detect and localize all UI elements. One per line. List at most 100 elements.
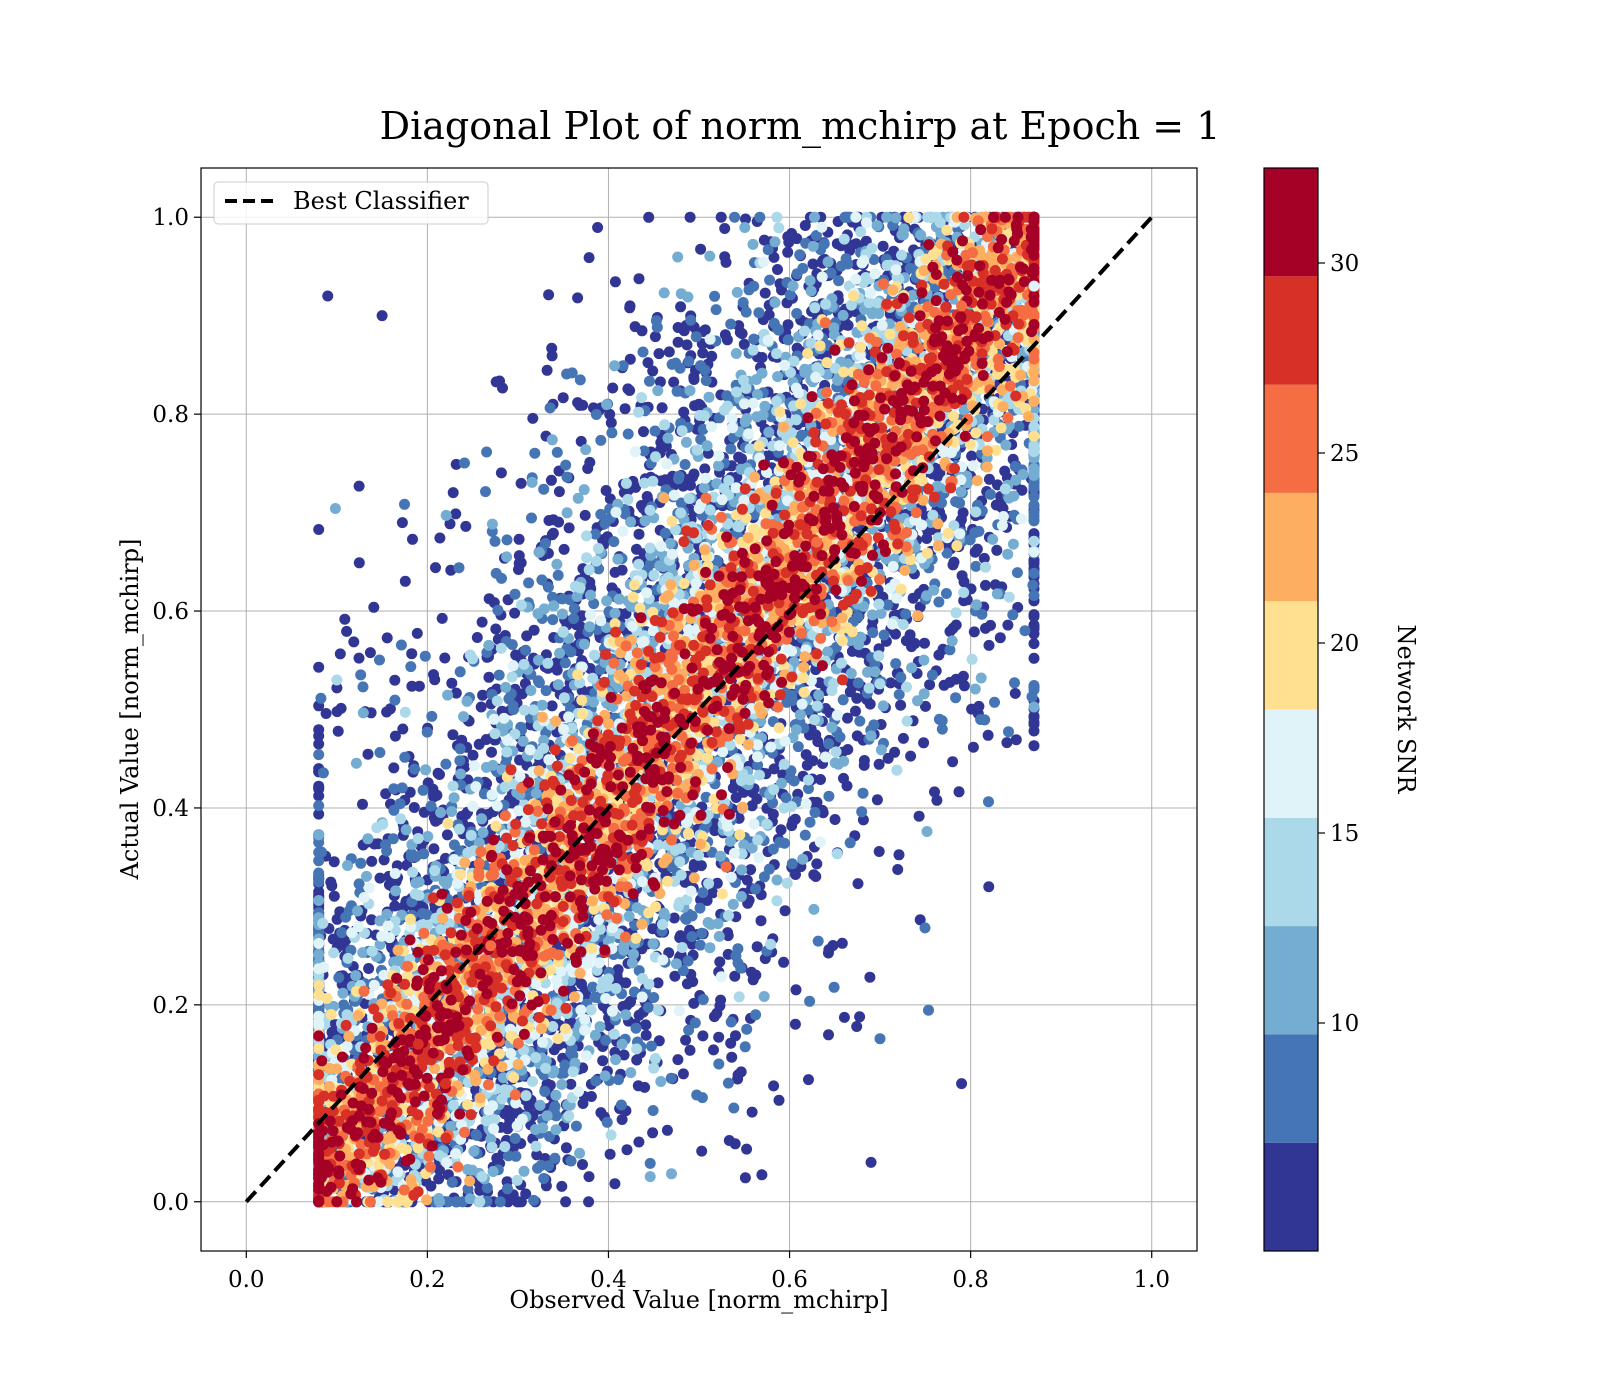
scatter-point bbox=[454, 666, 466, 678]
scatter-point bbox=[325, 876, 337, 888]
scatter-point bbox=[570, 1120, 582, 1132]
scatter-point bbox=[419, 650, 431, 662]
scatter-point bbox=[1028, 725, 1040, 737]
scatter-point bbox=[897, 732, 909, 744]
scatter-point bbox=[513, 533, 525, 545]
scatter-point bbox=[991, 544, 1003, 556]
scatter-point bbox=[460, 520, 472, 532]
scatter-point bbox=[489, 535, 501, 547]
scatter-point bbox=[983, 639, 995, 651]
scatter-point bbox=[852, 878, 864, 890]
scatter-point bbox=[633, 528, 645, 540]
scatter-point bbox=[538, 483, 550, 495]
scatter-point bbox=[944, 676, 956, 688]
scatter-point bbox=[633, 1136, 645, 1148]
scatter-point bbox=[475, 701, 487, 713]
scatter-point bbox=[659, 527, 671, 539]
scatter-point bbox=[719, 251, 731, 263]
scatter-point bbox=[653, 1035, 665, 1047]
scatter-point bbox=[696, 1092, 708, 1104]
scatter-point bbox=[737, 297, 749, 308]
scatter-point bbox=[481, 446, 493, 458]
scatter-point bbox=[477, 689, 489, 701]
scatter-point bbox=[812, 736, 824, 748]
scatter-point bbox=[893, 849, 905, 861]
scatter-point bbox=[906, 636, 918, 648]
scatter-point bbox=[958, 576, 970, 588]
scatter-point bbox=[696, 927, 708, 939]
scatter-point bbox=[983, 473, 995, 485]
scatter-point bbox=[714, 956, 726, 968]
scatter-point bbox=[520, 644, 532, 656]
scatter-point bbox=[572, 397, 584, 409]
scatter-point bbox=[647, 1127, 659, 1139]
scatter-point bbox=[515, 477, 527, 489]
scatter-point bbox=[933, 713, 945, 725]
scatter-point bbox=[572, 292, 584, 304]
scatter-point bbox=[751, 941, 763, 953]
scatter-point bbox=[715, 211, 727, 223]
scatter-point bbox=[633, 273, 645, 285]
scatter-point bbox=[926, 669, 938, 681]
scatter-point bbox=[697, 1030, 709, 1042]
scatter-point bbox=[823, 790, 835, 802]
scatter-point bbox=[697, 347, 709, 359]
scatter-point bbox=[624, 385, 636, 396]
scatter-point bbox=[490, 623, 502, 635]
scatter-point bbox=[609, 1178, 621, 1190]
scatter-point bbox=[803, 1074, 814, 1086]
scatter-point bbox=[547, 527, 559, 539]
scatter-point bbox=[740, 306, 752, 318]
scatter-point bbox=[431, 789, 443, 801]
scatter-point bbox=[661, 1124, 673, 1136]
scatter-point bbox=[561, 368, 573, 380]
scatter-point bbox=[750, 883, 761, 895]
scatter-point bbox=[890, 658, 902, 670]
scatter-point bbox=[656, 402, 668, 414]
scatter-point bbox=[895, 699, 907, 711]
scatter-point bbox=[568, 613, 580, 625]
scatter-point bbox=[804, 816, 816, 828]
scatter-point bbox=[933, 649, 945, 661]
scatter-point bbox=[790, 984, 802, 996]
scatter-point bbox=[659, 474, 671, 486]
scatter-point bbox=[851, 1021, 863, 1032]
scatter-point bbox=[672, 1054, 684, 1066]
scatter-point bbox=[789, 1018, 801, 1030]
scatter-point bbox=[642, 1002, 654, 1013]
scatter-point bbox=[759, 287, 771, 299]
scatter-point bbox=[873, 758, 885, 770]
scatter-point bbox=[439, 652, 451, 664]
scatter-point bbox=[873, 846, 885, 857]
scatter-point bbox=[857, 787, 869, 799]
scatter-point bbox=[430, 562, 441, 574]
scatter-point bbox=[1028, 740, 1040, 752]
scatter-point bbox=[1028, 611, 1040, 623]
scatter-point bbox=[320, 708, 332, 719]
scatter-point bbox=[607, 382, 619, 394]
scatter-point bbox=[746, 800, 758, 812]
scatter-point bbox=[364, 647, 376, 659]
scatter-point bbox=[428, 669, 439, 681]
scatter-point bbox=[609, 276, 621, 288]
scatter-point bbox=[719, 223, 731, 234]
scatter-point bbox=[842, 319, 854, 331]
scatter-point bbox=[549, 1152, 561, 1164]
scatter-point bbox=[725, 318, 737, 330]
scatter-point bbox=[399, 498, 410, 510]
scatter-points bbox=[313, 211, 1040, 1208]
scatter-point bbox=[357, 798, 368, 810]
scatter-point bbox=[546, 700, 558, 712]
scatter-point bbox=[454, 755, 466, 767]
scatter-point bbox=[1028, 638, 1040, 650]
scatter-point bbox=[694, 902, 706, 914]
scatter-point bbox=[440, 758, 452, 770]
scatter-point bbox=[480, 486, 491, 498]
scatter-point bbox=[914, 914, 926, 926]
scatter-point bbox=[823, 944, 835, 956]
scatter-point bbox=[1011, 567, 1023, 579]
scatter-point bbox=[786, 228, 798, 239]
scatter-point bbox=[746, 1106, 758, 1118]
scatter-point bbox=[841, 780, 853, 792]
scatter-point bbox=[368, 601, 380, 613]
